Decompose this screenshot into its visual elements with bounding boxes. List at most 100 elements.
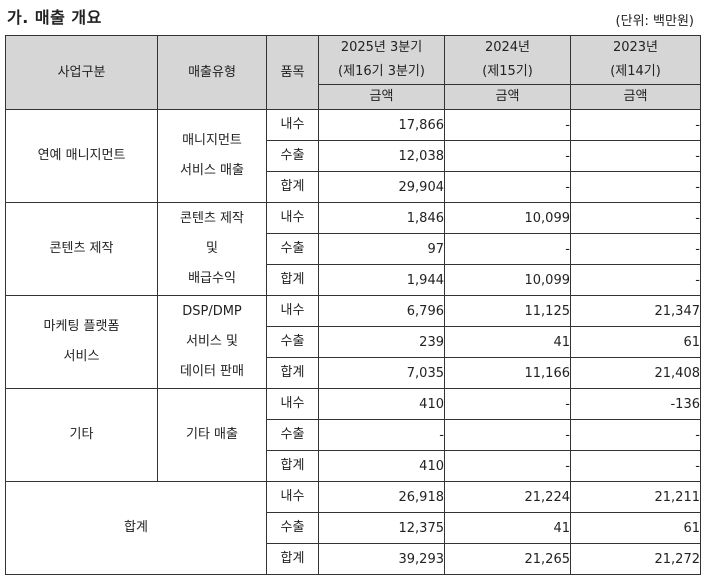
header-period-label: 2023년	[612, 40, 659, 55]
value-cell: 410	[318, 450, 445, 482]
value-cell: -	[570, 233, 701, 265]
segment-label: 연예 매니지먼트	[37, 148, 126, 163]
header-period-2025: 2025년 3분기 (제16기 3분기)	[318, 35, 445, 85]
item-cell: 합계	[266, 171, 319, 203]
value-cell: 239	[318, 326, 445, 358]
item-cell: 내수	[266, 109, 319, 141]
segment-cell: 기타	[5, 388, 158, 482]
total-label: 합계	[124, 520, 148, 535]
item-cell: 합계	[266, 357, 319, 389]
type-label: 콘텐츠 제작	[180, 211, 244, 226]
value-cell: 26,918	[318, 481, 445, 513]
segment-cell: 연예 매니지먼트	[5, 109, 158, 203]
type-cell: 콘텐츠 제작 및 배급수익	[157, 202, 267, 296]
item-cell: 합계	[266, 543, 319, 575]
value-cell: 61	[570, 512, 701, 544]
header-type: 매출유형	[157, 35, 267, 110]
header-amount: 금액	[444, 84, 571, 110]
value-cell: 12,038	[318, 140, 445, 172]
value-cell: -	[444, 171, 571, 203]
item-cell: 수출	[266, 233, 319, 265]
value-cell: 12,375	[318, 512, 445, 544]
type-label: 및	[206, 241, 218, 256]
value-cell: 21,408	[570, 357, 701, 389]
value-cell: 41	[444, 512, 571, 544]
item-cell: 내수	[266, 388, 319, 420]
header-period-2023: 2023년 (제14기)	[570, 35, 701, 85]
segment-label: 서비스	[63, 349, 100, 364]
value-cell: 10,099	[444, 202, 571, 234]
segment-label: 기타	[69, 427, 94, 442]
header-item: 품목	[266, 35, 319, 110]
value-cell: 11,125	[444, 295, 571, 327]
type-cell: DSP/DMP 서비스 및 데이터 판매	[157, 295, 267, 389]
segment-cell: 콘텐츠 제작	[5, 202, 158, 296]
item-cell: 내수	[266, 481, 319, 513]
value-cell: 1,944	[318, 264, 445, 296]
value-cell: -	[570, 109, 701, 141]
table-row: 콘텐츠 제작 콘텐츠 제작 및 배급수익 내수 1,846 10,099 -	[5, 202, 701, 296]
header-amount: 금액	[318, 84, 445, 110]
value-cell: 17,866	[318, 109, 445, 141]
value-cell: 21,347	[570, 295, 701, 327]
value-cell: -	[444, 140, 571, 172]
value-cell: 410	[318, 388, 445, 420]
section-title: 가. 매출 개요	[7, 8, 102, 27]
value-cell: -	[444, 450, 571, 482]
type-cell: 매니지먼트 서비스 매출	[157, 109, 267, 203]
table-header: 사업구분 매출유형 품목 2025년 3분기 (제16기 3분기) 2024년 …	[5, 35, 701, 110]
header-period-sublabel: (제15기)	[482, 64, 533, 79]
header-period-sublabel: (제16기 3분기)	[338, 64, 425, 79]
value-cell: -	[570, 264, 701, 296]
table-row: 합계 내수 26,918 21,224 21,211	[5, 481, 701, 575]
value-cell: 21,211	[570, 481, 701, 513]
item-cell: 합계	[266, 450, 319, 482]
type-label: 서비스 및	[186, 334, 238, 349]
table-body: 연예 매니지먼트 매니지먼트 서비스 매출 내수 17,866 - - 수출 1…	[5, 109, 701, 575]
value-cell: -	[444, 233, 571, 265]
table-row: 합계 1,944 10,099 -	[6, 264, 701, 296]
item-cell: 내수	[266, 202, 319, 234]
total-cell: 합계	[5, 481, 267, 575]
table-row: 수출 - - -	[6, 419, 701, 451]
value-cell: 6,796	[318, 295, 445, 327]
header-period-2024: 2024년 (제15기)	[444, 35, 571, 85]
table-row: 합계 39,293 21,265 21,272	[6, 543, 701, 575]
table-row: 수출 239 41 61	[6, 326, 701, 358]
type-label: 서비스 매출	[180, 163, 244, 178]
value-cell: 7,035	[318, 357, 445, 389]
item-cell: 수출	[266, 512, 319, 544]
sales-table: 사업구분 매출유형 품목 2025년 3분기 (제16기 3분기) 2024년 …	[5, 35, 701, 575]
value-cell: -	[318, 419, 445, 451]
value-cell: -	[570, 171, 701, 203]
unit-label: (단위: 백만원)	[615, 14, 694, 29]
type-label: 데이터 판매	[180, 364, 244, 379]
type-label: 매니지먼트	[182, 133, 242, 148]
value-cell: -136	[570, 388, 701, 420]
value-cell: 29,904	[318, 171, 445, 203]
segment-cell: 마케팅 플랫폼 서비스	[5, 295, 158, 389]
value-cell: 41	[444, 326, 571, 358]
value-cell: 1,846	[318, 202, 445, 234]
value-cell: -	[570, 419, 701, 451]
header-period-label: 2024년	[484, 40, 531, 55]
value-cell: -	[444, 109, 571, 141]
header-period-label: 2025년 3분기	[340, 40, 423, 55]
value-cell: -	[570, 202, 701, 234]
value-cell: -	[444, 419, 571, 451]
value-cell: 11,166	[444, 357, 571, 389]
item-cell: 내수	[266, 295, 319, 327]
item-cell: 합계	[266, 264, 319, 296]
item-cell: 수출	[266, 140, 319, 172]
item-cell: 수출	[266, 326, 319, 358]
table-row: 연예 매니지먼트 매니지먼트 서비스 매출 내수 17,866 - -	[5, 109, 701, 203]
value-cell: 97	[318, 233, 445, 265]
value-cell: 39,293	[318, 543, 445, 575]
table-row: 수출 12,375 41 61	[6, 512, 701, 544]
value-cell: 10,099	[444, 264, 571, 296]
item-cell: 수출	[266, 419, 319, 451]
table-row: 마케팅 플랫폼 서비스 DSP/DMP 서비스 및 데이터 판매 내수 6,79…	[5, 295, 701, 389]
segment-label: 콘텐츠 제작	[49, 241, 114, 256]
value-cell: 21,272	[570, 543, 701, 575]
value-cell: 21,265	[444, 543, 571, 575]
